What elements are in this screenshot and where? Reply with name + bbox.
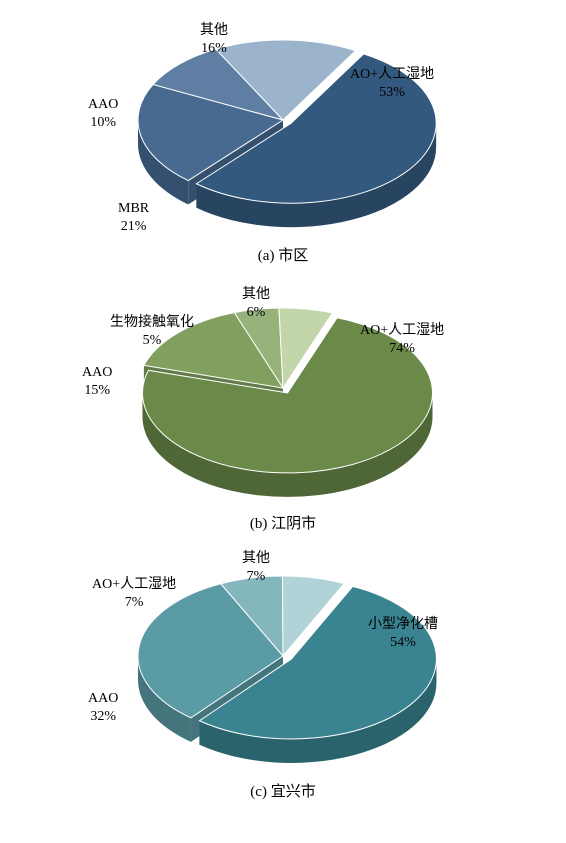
chart-caption: (a) 市区 bbox=[10, 244, 556, 265]
chart-caption: (c) 宜兴市 bbox=[10, 780, 556, 801]
slice-name: AO+人工湿地 bbox=[92, 576, 176, 594]
chart-caption: (b) 江阴市 bbox=[10, 512, 556, 533]
pie-chart: 小型净化槽54%AAO32%AO+人工湿地7%其他7%(c) 宜兴市 bbox=[10, 546, 556, 804]
slice-name: AAO bbox=[88, 690, 118, 708]
pie-slice-label: 生物接触氧化5% bbox=[110, 314, 194, 349]
slice-percent: 15% bbox=[82, 382, 112, 400]
slice-name: 生物接触氧化 bbox=[110, 314, 194, 332]
slice-percent: 21% bbox=[118, 218, 149, 236]
pie-slice-label: 其他6% bbox=[242, 286, 270, 321]
pie-slice-label: 其他7% bbox=[242, 550, 270, 585]
slice-percent: 54% bbox=[368, 634, 438, 652]
pie-slice-label: 小型净化槽54% bbox=[368, 616, 438, 651]
pie-slice-label: 其他16% bbox=[200, 22, 228, 57]
slice-name: AAO bbox=[88, 96, 118, 114]
slice-percent: 74% bbox=[360, 340, 444, 358]
slice-percent: 10% bbox=[88, 114, 118, 132]
slice-name: 其他 bbox=[242, 550, 270, 568]
slice-name: 小型净化槽 bbox=[368, 616, 438, 634]
slice-percent: 32% bbox=[88, 708, 118, 726]
slice-percent: 7% bbox=[242, 568, 270, 586]
slice-name: AO+人工湿地 bbox=[360, 322, 444, 340]
slice-percent: 16% bbox=[200, 40, 228, 58]
pie-chart: AO+人工湿地74% AAO15% 生物接触氧化5% 其他6% (b) 江阴市 bbox=[10, 278, 556, 536]
pie-slice-label: MBR21% bbox=[118, 200, 149, 235]
slice-name: 其他 bbox=[200, 22, 228, 40]
pie-slice-label: AAO10% bbox=[88, 96, 118, 131]
slice-name: 其他 bbox=[242, 286, 270, 304]
slice-name: AO+人工湿地 bbox=[350, 66, 434, 84]
pie-slice-label: AO+人工湿地7% bbox=[92, 576, 176, 611]
pie-slice-label: AAO15% bbox=[82, 364, 112, 399]
pie-chart: AO+人工湿地53% MBR21% AAO10% 其他16% (a) 市区 bbox=[10, 10, 556, 268]
slice-percent: 7% bbox=[92, 594, 176, 612]
slice-name: AAO bbox=[82, 364, 112, 382]
slice-name: MBR bbox=[118, 200, 149, 218]
pie-chart-svg bbox=[83, 278, 483, 508]
pie-slice-label: AO+人工湿地74% bbox=[360, 322, 444, 357]
slice-percent: 53% bbox=[350, 84, 434, 102]
slice-percent: 6% bbox=[242, 304, 270, 322]
pie-slice-label: AO+人工湿地53% bbox=[350, 66, 434, 101]
pie-slice-label: AAO32% bbox=[88, 690, 118, 725]
slice-percent: 5% bbox=[110, 332, 194, 350]
